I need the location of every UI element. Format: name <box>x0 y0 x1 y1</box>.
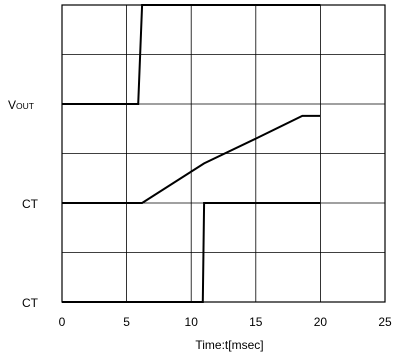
x-tick-label: 15 <box>249 315 263 329</box>
plot-area <box>61 4 386 303</box>
x-tick-label: 5 <box>123 315 130 329</box>
x-tick-label: 10 <box>185 315 199 329</box>
trace-label-2: CT <box>22 296 39 310</box>
x-tick-label: 0 <box>59 315 66 329</box>
x-tick-label: 20 <box>314 315 328 329</box>
trace-line-0 <box>62 4 321 105</box>
x-tick-label: 25 <box>378 315 392 329</box>
x-axis-label: Time:t[msec] <box>195 338 263 352</box>
trace-label-0: VOUT <box>8 98 34 112</box>
trace-line-2 <box>62 202 321 303</box>
trace-label-1: CT <box>22 197 39 211</box>
labels: VOUT CT CT 0 5 10 15 20 25 Time:t[msec] <box>8 98 392 352</box>
trace-line-1 <box>62 114 321 204</box>
